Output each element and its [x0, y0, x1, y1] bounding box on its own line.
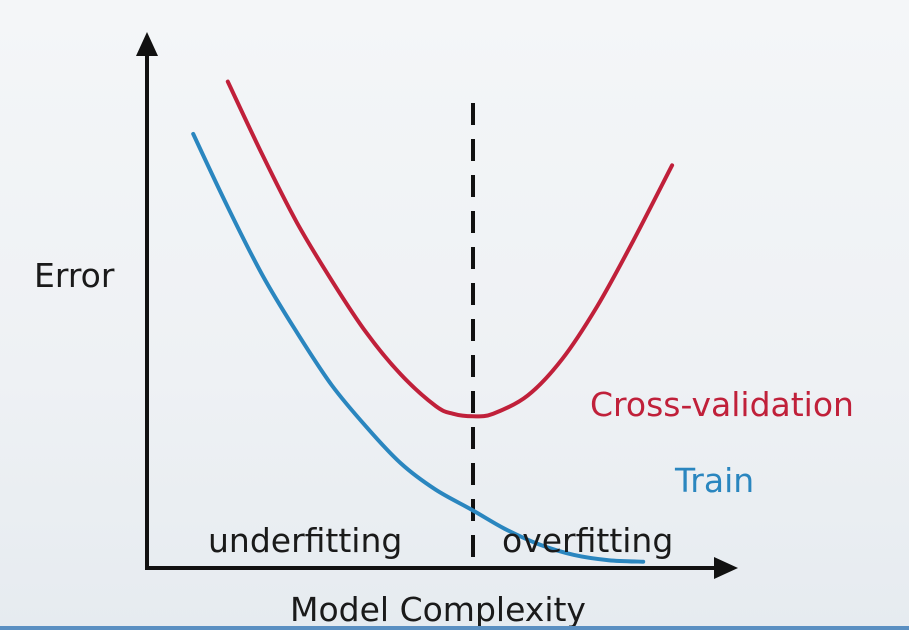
legend-label-cross-validation: Cross-validation — [590, 385, 854, 424]
legend-label-train: Train — [674, 461, 754, 500]
x-axis-arrow-icon — [714, 557, 738, 579]
y-axis-arrow-icon — [136, 32, 158, 56]
series-line-cross-validation — [225, 79, 675, 419]
overfitting-label: overfitting — [502, 521, 673, 560]
bottom-rule — [0, 626, 909, 630]
y-axis-label: Error — [34, 256, 115, 295]
x-axis-label: Model Complexity — [290, 590, 586, 629]
underfitting-label: underfitting — [208, 521, 402, 560]
series-line-train — [191, 131, 646, 564]
